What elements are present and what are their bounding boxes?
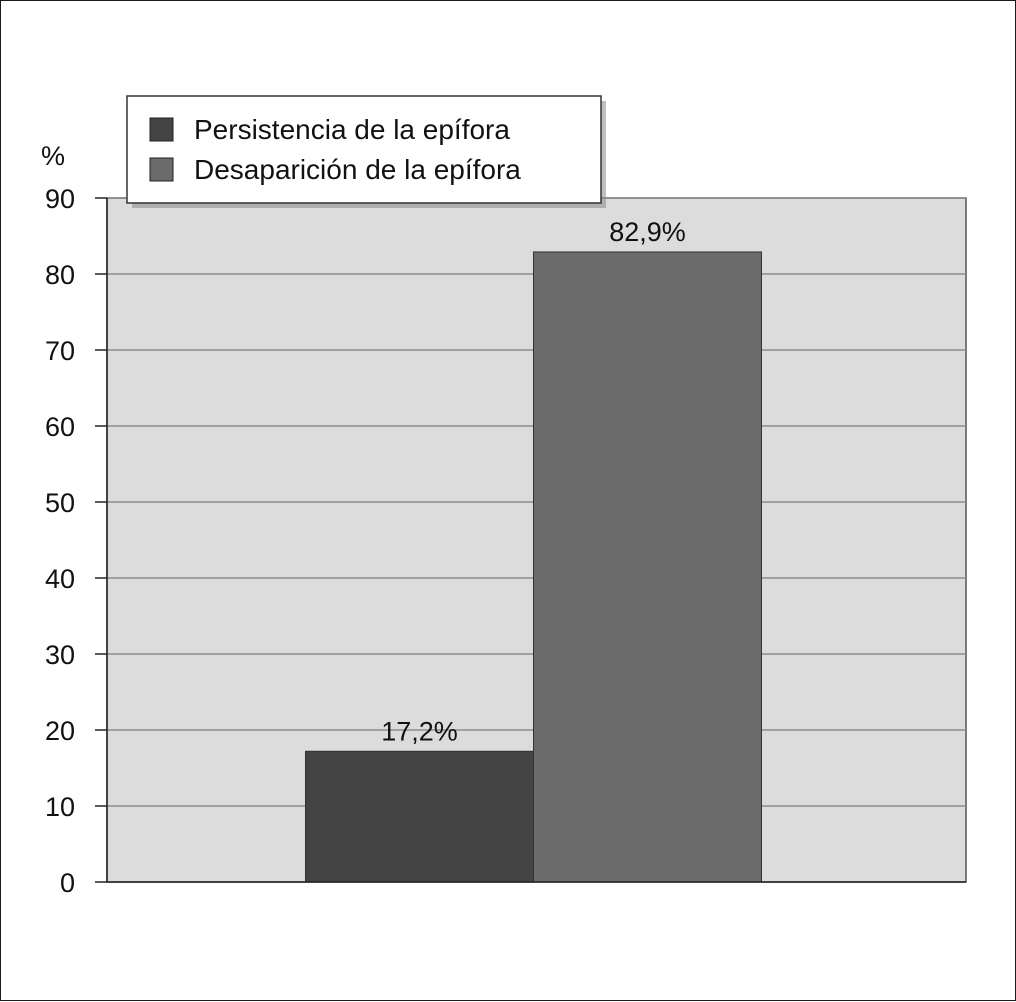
data-labels: 17,2% 82,9%	[381, 217, 686, 746]
data-label-0: 17,2%	[381, 716, 458, 746]
y-tick-label-30: 30	[45, 640, 75, 670]
y-tick-label-40: 40	[45, 564, 75, 594]
y-axis: 0 10 20 30 40 50 60 70 80 90	[45, 184, 966, 898]
y-tick-label-20: 20	[45, 716, 75, 746]
bar-1	[533, 251, 762, 883]
bars	[305, 251, 762, 883]
legend: Persistencia de la epífora Desaparición …	[126, 95, 606, 208]
y-tick-label-10: 10	[45, 792, 75, 822]
y-tick-label-60: 60	[45, 412, 75, 442]
legend-label-desaparicion: Desaparición de la epífora	[194, 154, 521, 185]
y-tick-label-90: 90	[45, 184, 75, 214]
y-tick-label-50: 50	[45, 488, 75, 518]
y-axis-unit-label: %	[41, 141, 65, 171]
y-tick-label-0: 0	[60, 868, 75, 898]
y-tick-label-80: 80	[45, 260, 75, 290]
data-label-1: 82,9%	[609, 217, 686, 247]
y-tick-label-70: 70	[45, 336, 75, 366]
legend-swatch-desaparicion	[149, 157, 174, 182]
legend-label-persistencia: Persistencia de la epífora	[194, 114, 510, 145]
bar-0	[305, 750, 534, 883]
legend-swatch-persistencia	[149, 117, 174, 142]
legend-box	[126, 95, 602, 204]
